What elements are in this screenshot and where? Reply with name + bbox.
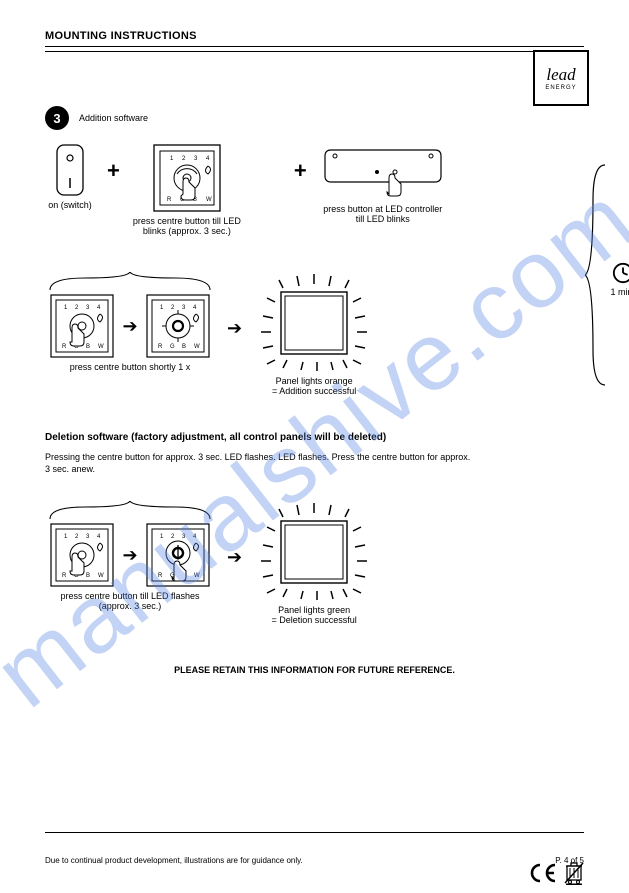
svg-text:R: R [158,344,163,350]
svg-text:R: R [62,573,67,579]
ce-mark-icon [528,862,558,884]
header: MOUNTING INSTRUCTIONS lead ENERGY [45,30,584,100]
braced-caption-1: press centre button shortly 1 x [45,362,215,372]
footer-block: Due to continual product development, il… [45,856,584,865]
compliance-marks [528,861,584,885]
retain-notice: PLEASE RETAIN THIS INFORMATION FOR FUTUR… [45,665,584,675]
panel-green-caption: Panel lights green = Deletion successful [254,605,374,625]
wall-panel-icon: 1234 RGBW [146,523,210,587]
plus-icon: + [294,158,307,184]
section-3-label: Addition software [79,113,148,123]
svg-text:4: 4 [97,534,101,540]
svg-text:B: B [182,344,186,350]
svg-text:2: 2 [171,534,175,540]
svg-text:B: B [86,573,90,579]
braced-caption-2: press centre button till LED flashes (ap… [45,591,215,611]
panel-orange-block: Panel lights orange = Addition successfu… [254,272,374,396]
controller-block: press button at LED controller till LED … [323,144,443,224]
curly-brace-down-icon [45,501,215,523]
svg-text:2: 2 [171,305,175,311]
wall-panel-caption-1: press centre button till LED blinks (app… [132,216,242,236]
timing-label: 1 min. [610,287,629,297]
arrow-right-icon: ➔ [122,316,137,337]
row-addition-devices: on (switch) + 1 2 3 4 R G B W [45,144,584,236]
wall-panel-block-1: 1 2 3 4 R G B W press centre button till [132,144,242,236]
svg-text:3: 3 [194,156,198,162]
svg-text:1: 1 [170,156,174,162]
plus-icon: + [107,158,120,184]
svg-text:R: R [167,197,172,203]
svg-text:W: W [98,573,104,579]
brand-logo-text: lead [546,66,575,83]
brand-logo: lead ENERGY [533,50,589,106]
curly-brace-down-icon [45,272,215,294]
led-panel-glow-icon [259,501,369,601]
svg-text:W: W [194,344,200,350]
timing-block: 1 min. [610,262,629,297]
svg-text:4: 4 [193,305,197,311]
svg-text:1: 1 [64,305,68,311]
svg-text:2: 2 [75,305,79,311]
svg-text:3: 3 [86,534,90,540]
controller-caption: press button at LED controller till LED … [323,204,443,224]
section-4-instruction: Pressing the centre button for approx. 3… [45,451,475,475]
row-deletion-confirm: 1234 RGBW ➔ 1234 RGBW [45,501,584,625]
svg-text:3: 3 [182,305,186,311]
section-3-header: 3 Addition software [45,106,584,130]
row-addition-confirm: 1 2 3 4 R G B W ➔ 1 2 3 4 R G B W [45,272,584,396]
arrow-right-icon: ➔ [122,545,137,566]
svg-text:R: R [158,573,163,579]
section-number-badge: 3 [45,106,69,130]
wall-switch-caption: on (switch) [45,200,95,210]
watermark-text: manualshive.com [0,164,629,729]
wall-panel-icon: 1 2 3 4 R G B W [153,144,221,212]
svg-text:W: W [194,573,200,579]
svg-text:B: B [86,344,90,350]
braced-pair-2: 1234 RGBW ➔ 1234 RGBW [45,501,215,611]
panel-orange-caption: Panel lights orange = Addition successfu… [254,376,374,396]
brand-logo-sub: ENERGY [545,85,576,91]
wall-switch-icon [56,144,84,196]
svg-text:2: 2 [75,534,79,540]
doc-title: MOUNTING INSTRUCTIONS [45,30,584,42]
svg-text:3: 3 [182,534,186,540]
svg-text:1: 1 [160,534,164,540]
svg-text:W: W [98,344,104,350]
weee-bin-icon [564,861,584,885]
svg-text:4: 4 [193,534,197,540]
controller-icon [323,144,443,200]
section-4-heading: Deletion software (factory adjustment, a… [45,432,584,443]
header-rule-2 [45,51,584,52]
wall-panel-icon: 1234 RGBW [50,523,114,587]
arrow-right-icon: ➔ [227,547,242,568]
svg-text:4: 4 [206,156,210,162]
arrow-right-icon: ➔ [227,318,242,339]
svg-text:3: 3 [86,305,90,311]
wall-panel-icon: 1 2 3 4 R G B W [146,294,210,358]
braced-pair-1: 1 2 3 4 R G B W ➔ 1 2 3 4 R G B W [45,272,215,372]
wall-panel-icon: 1234 RGBW [50,294,114,358]
footer-note: Due to continual product development, il… [45,856,303,865]
wall-switch-block: on (switch) [45,144,95,210]
svg-text:1: 1 [64,534,68,540]
page: manualshive.com MOUNTING INSTRUCTIONS le… [0,0,629,893]
header-rule-1 [45,46,584,47]
panel-green-block: Panel lights green = Deletion successful [254,501,374,625]
led-panel-glow-icon [259,272,369,372]
footer-rule [45,832,584,833]
svg-text:2: 2 [182,156,186,162]
svg-text:G: G [170,344,175,350]
svg-text:R: R [62,344,67,350]
clock-icon [612,262,629,284]
svg-text:4: 4 [97,305,101,311]
svg-text:1: 1 [160,305,164,311]
svg-text:W: W [206,197,212,203]
